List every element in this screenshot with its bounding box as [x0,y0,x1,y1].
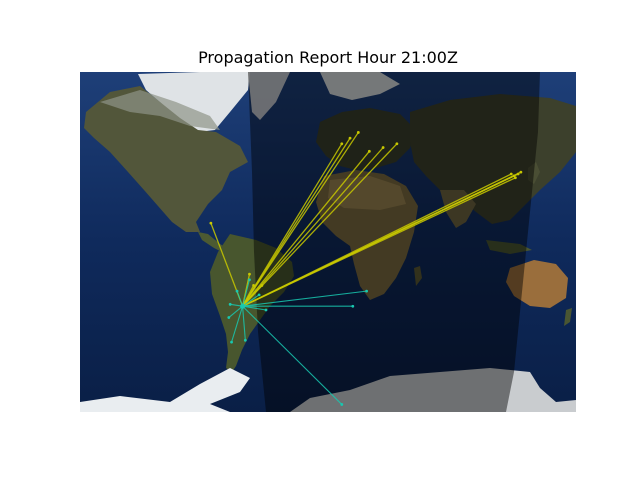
path-line [242,132,359,307]
path-endpoint [260,284,264,287]
path-endpoint [395,142,399,146]
path-endpoint [348,136,352,140]
propagation-paths [209,131,523,406]
path-line [242,285,263,307]
chart-title: Propagation Report Hour 21:00Z [198,48,458,67]
path-endpoint [227,316,231,319]
antarctica-east [290,368,576,412]
path-line [242,147,384,307]
greenland [138,72,250,132]
madagascar [414,266,422,286]
path-endpoint [519,170,523,174]
path-endpoint [248,278,251,282]
path-endpoint [257,293,261,297]
night-shade [248,72,540,412]
path-endpoint [230,340,233,344]
path-endpoint [356,131,360,134]
path-line [242,294,260,307]
path-endpoint [228,302,232,306]
path-endpoint [248,272,251,276]
path-endpoint [340,403,344,406]
path-line [242,279,250,307]
map-svg [80,72,576,412]
australia [506,260,568,308]
sahara [328,176,406,210]
path-endpoint [264,308,268,312]
path-line [242,305,267,311]
indonesia [486,240,532,254]
path-line [242,306,246,341]
japan [528,162,540,184]
path-endpoint [381,146,385,149]
map-panel [80,72,576,412]
path-endpoint [509,172,513,176]
new-zealand [564,308,572,326]
path-endpoint [367,149,371,153]
path-line [242,290,367,307]
path-endpoint [340,142,344,146]
path-endpoint [209,221,213,225]
arctic-ice [320,72,400,100]
path-line [236,290,244,307]
antarctica [80,368,250,412]
path-endpoint [243,338,247,342]
path-line [231,306,244,343]
path-line [242,143,398,307]
path-line [242,285,255,307]
path-endpoint [252,284,256,287]
hub-marker [240,303,246,309]
india [440,190,476,228]
path-endpoint [513,176,517,180]
path-endpoint [365,289,368,293]
path-line [242,305,343,405]
path-endpoint [235,289,239,293]
path-endpoint [351,304,355,308]
path-line [228,305,243,318]
path-line [242,137,351,307]
europe [316,108,416,170]
path-line [242,143,343,307]
night-shade-polar [248,72,290,120]
path-line [242,177,516,307]
path-line [242,150,370,307]
north-america-north [100,90,220,130]
north-america [84,86,248,232]
